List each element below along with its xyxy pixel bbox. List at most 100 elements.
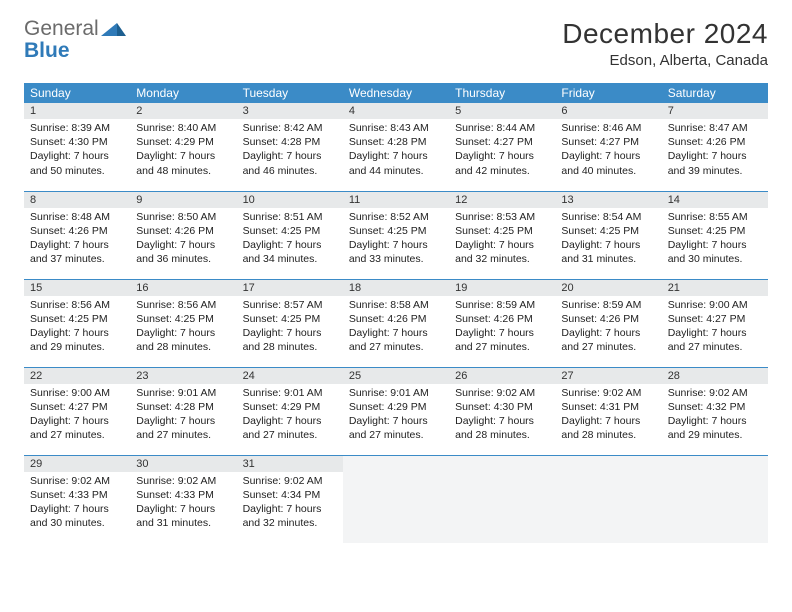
calendar-cell: 1Sunrise: 8:39 AMSunset: 4:30 PMDaylight…	[24, 103, 130, 191]
calendar-cell: 28Sunrise: 9:02 AMSunset: 4:32 PMDayligh…	[662, 367, 768, 455]
day-number: 10	[237, 192, 343, 208]
daylight-text-2: and 27 minutes.	[668, 340, 762, 354]
day-number-row: 10	[237, 192, 343, 208]
daylight-text-1: Daylight: 7 hours	[561, 326, 655, 340]
day-number: 16	[130, 280, 236, 296]
day-detail: Sunrise: 8:52 AMSunset: 4:25 PMDaylight:…	[343, 208, 449, 271]
day-detail: Sunrise: 8:43 AMSunset: 4:28 PMDaylight:…	[343, 119, 449, 182]
day-number: 15	[24, 280, 130, 296]
day-number: 13	[555, 192, 661, 208]
day-number: 1	[24, 103, 130, 119]
day-number: 21	[662, 280, 768, 296]
calendar-cell: 15Sunrise: 8:56 AMSunset: 4:25 PMDayligh…	[24, 279, 130, 367]
daylight-text-1: Daylight: 7 hours	[243, 238, 337, 252]
day-detail: Sunrise: 8:54 AMSunset: 4:25 PMDaylight:…	[555, 208, 661, 271]
day-number: 12	[449, 192, 555, 208]
day-number: 28	[662, 368, 768, 384]
sunset-text: Sunset: 4:33 PM	[136, 488, 230, 502]
sunrise-text: Sunrise: 8:58 AM	[349, 298, 443, 312]
daylight-text-2: and 28 minutes.	[561, 428, 655, 442]
day-detail: Sunrise: 8:44 AMSunset: 4:27 PMDaylight:…	[449, 119, 555, 182]
calendar-week-row: 8Sunrise: 8:48 AMSunset: 4:26 PMDaylight…	[24, 191, 768, 279]
daylight-text-1: Daylight: 7 hours	[136, 149, 230, 163]
day-detail: Sunrise: 8:56 AMSunset: 4:25 PMDaylight:…	[130, 296, 236, 359]
sunrise-text: Sunrise: 8:46 AM	[561, 121, 655, 135]
day-number-row: 31	[237, 456, 343, 472]
calendar-cell: 13Sunrise: 8:54 AMSunset: 4:25 PMDayligh…	[555, 191, 661, 279]
daylight-text-2: and 34 minutes.	[243, 252, 337, 266]
day-number: 24	[237, 368, 343, 384]
daylight-text-2: and 32 minutes.	[455, 252, 549, 266]
sunset-text: Sunset: 4:26 PM	[455, 312, 549, 326]
day-number-row: 29	[24, 456, 130, 472]
daylight-text-2: and 27 minutes.	[136, 428, 230, 442]
col-sunday: Sunday	[24, 83, 130, 103]
sunset-text: Sunset: 4:28 PM	[136, 400, 230, 414]
daylight-text-1: Daylight: 7 hours	[349, 149, 443, 163]
sunrise-text: Sunrise: 8:47 AM	[668, 121, 762, 135]
day-detail: Sunrise: 9:01 AMSunset: 4:29 PMDaylight:…	[237, 384, 343, 447]
logo-word-blue: Blue	[24, 39, 70, 62]
sunset-text: Sunset: 4:34 PM	[243, 488, 337, 502]
day-detail: Sunrise: 8:59 AMSunset: 4:26 PMDaylight:…	[555, 296, 661, 359]
sunset-text: Sunset: 4:25 PM	[243, 224, 337, 238]
logo-word-general: General	[24, 17, 99, 40]
col-saturday: Saturday	[662, 83, 768, 103]
day-number: 20	[555, 280, 661, 296]
day-detail: Sunrise: 8:58 AMSunset: 4:26 PMDaylight:…	[343, 296, 449, 359]
calendar-cell: 23Sunrise: 9:01 AMSunset: 4:28 PMDayligh…	[130, 367, 236, 455]
daylight-text-1: Daylight: 7 hours	[30, 326, 124, 340]
day-number-row: 24	[237, 368, 343, 384]
col-monday: Monday	[130, 83, 236, 103]
day-detail: Sunrise: 9:02 AMSunset: 4:32 PMDaylight:…	[662, 384, 768, 447]
calendar-cell	[449, 455, 555, 543]
page-title: December 2024	[562, 18, 768, 50]
daylight-text-2: and 27 minutes.	[349, 428, 443, 442]
calendar-cell: 26Sunrise: 9:02 AMSunset: 4:30 PMDayligh…	[449, 367, 555, 455]
day-number-row: 17	[237, 280, 343, 296]
day-number-row: 16	[130, 280, 236, 296]
daylight-text-1: Daylight: 7 hours	[668, 149, 762, 163]
calendar-cell: 17Sunrise: 8:57 AMSunset: 4:25 PMDayligh…	[237, 279, 343, 367]
sunrise-text: Sunrise: 8:59 AM	[455, 298, 549, 312]
sunset-text: Sunset: 4:26 PM	[561, 312, 655, 326]
daylight-text-1: Daylight: 7 hours	[243, 149, 337, 163]
day-number-row: 12	[449, 192, 555, 208]
day-number-row: 6	[555, 103, 661, 119]
day-detail: Sunrise: 9:02 AMSunset: 4:34 PMDaylight:…	[237, 472, 343, 535]
daylight-text-2: and 30 minutes.	[30, 516, 124, 530]
day-detail: Sunrise: 9:01 AMSunset: 4:28 PMDaylight:…	[130, 384, 236, 447]
day-number: 7	[662, 103, 768, 119]
daylight-text-2: and 27 minutes.	[30, 428, 124, 442]
sunrise-text: Sunrise: 8:51 AM	[243, 210, 337, 224]
calendar-cell: 18Sunrise: 8:58 AMSunset: 4:26 PMDayligh…	[343, 279, 449, 367]
daylight-text-2: and 27 minutes.	[349, 340, 443, 354]
daylight-text-1: Daylight: 7 hours	[136, 238, 230, 252]
sunset-text: Sunset: 4:29 PM	[243, 400, 337, 414]
daylight-text-2: and 48 minutes.	[136, 164, 230, 178]
sunset-text: Sunset: 4:27 PM	[30, 400, 124, 414]
day-number-row: 27	[555, 368, 661, 384]
sunrise-text: Sunrise: 9:00 AM	[30, 386, 124, 400]
day-number-row: 25	[343, 368, 449, 384]
daylight-text-1: Daylight: 7 hours	[455, 149, 549, 163]
sunrise-text: Sunrise: 8:40 AM	[136, 121, 230, 135]
day-number: 25	[343, 368, 449, 384]
day-number: 19	[449, 280, 555, 296]
daylight-text-2: and 27 minutes.	[243, 428, 337, 442]
daylight-text-2: and 40 minutes.	[561, 164, 655, 178]
sunrise-text: Sunrise: 8:55 AM	[668, 210, 762, 224]
daylight-text-2: and 30 minutes.	[668, 252, 762, 266]
sunrise-text: Sunrise: 9:00 AM	[668, 298, 762, 312]
daylight-text-1: Daylight: 7 hours	[30, 502, 124, 516]
daylight-text-1: Daylight: 7 hours	[243, 502, 337, 516]
day-number-row: 11	[343, 192, 449, 208]
day-detail: Sunrise: 9:02 AMSunset: 4:30 PMDaylight:…	[449, 384, 555, 447]
day-detail: Sunrise: 9:01 AMSunset: 4:29 PMDaylight:…	[343, 384, 449, 447]
day-number-row: 18	[343, 280, 449, 296]
daylight-text-1: Daylight: 7 hours	[30, 238, 124, 252]
calendar-cell: 16Sunrise: 8:56 AMSunset: 4:25 PMDayligh…	[130, 279, 236, 367]
day-number: 23	[130, 368, 236, 384]
sunset-text: Sunset: 4:30 PM	[455, 400, 549, 414]
day-detail: Sunrise: 8:50 AMSunset: 4:26 PMDaylight:…	[130, 208, 236, 271]
